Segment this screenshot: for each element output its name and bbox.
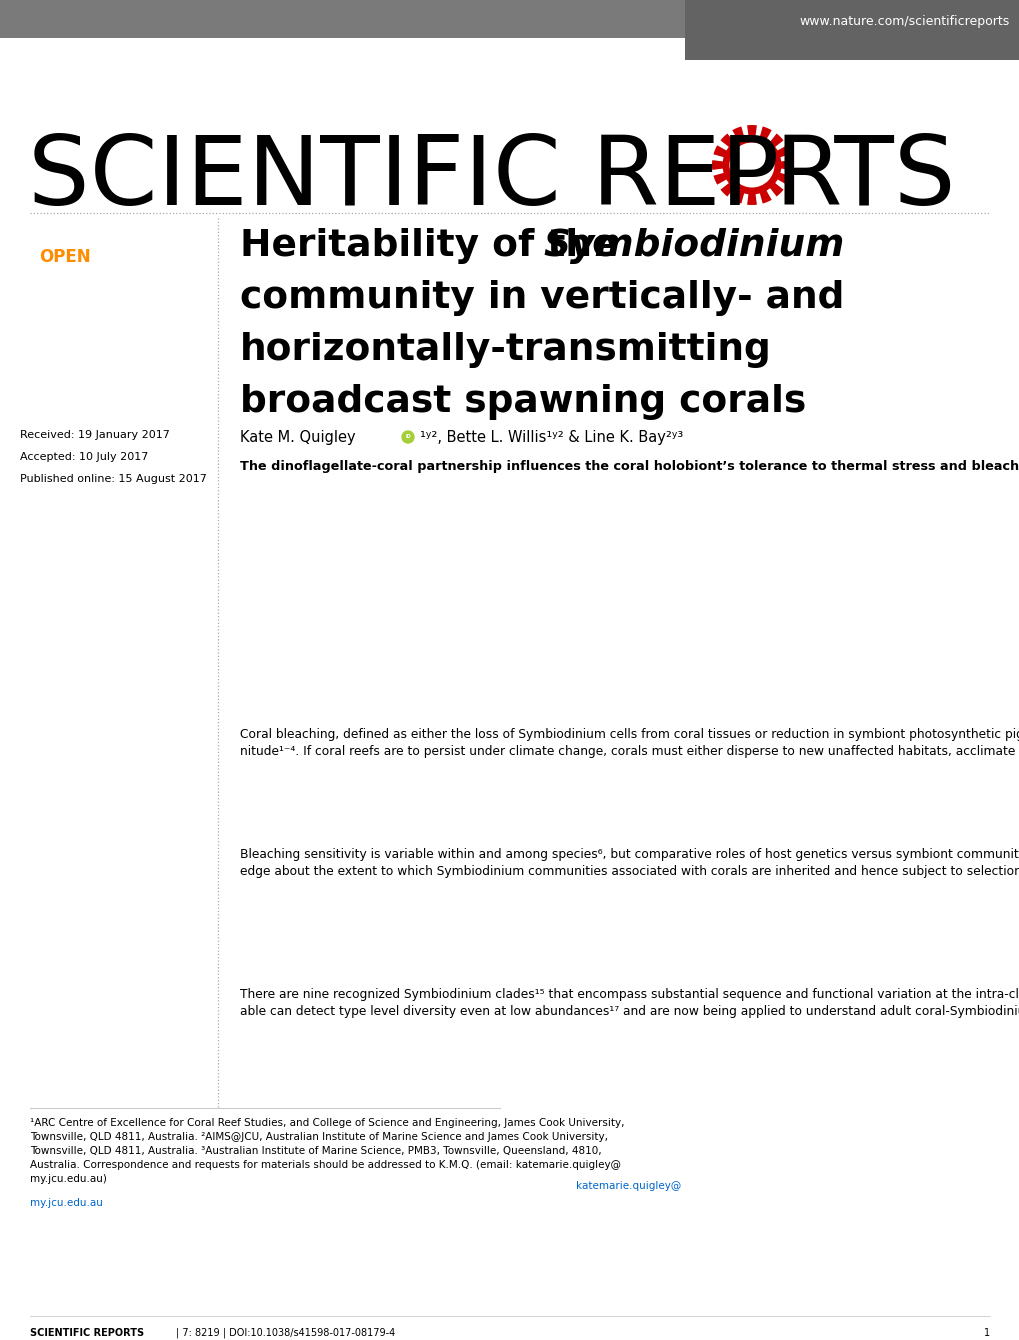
- Wedge shape: [712, 172, 730, 185]
- Text: Bleaching sensitivity is variable within and among species⁶, but comparative rol: Bleaching sensitivity is variable within…: [239, 848, 1019, 878]
- Wedge shape: [766, 134, 783, 150]
- Text: Kate M. Quigley: Kate M. Quigley: [239, 430, 356, 445]
- Bar: [685, 0, 1019, 60]
- Text: ¹ARC Centre of Excellence for Coral Reef Studies, and College of Science and Eng: ¹ARC Centre of Excellence for Coral Reef…: [30, 1118, 624, 1185]
- Text: horizontally-transmitting: horizontally-transmitting: [239, 332, 771, 368]
- Text: Received: 19 January 2017: Received: 19 January 2017: [20, 430, 170, 440]
- Wedge shape: [719, 181, 736, 197]
- Text: broadcast spawning corals: broadcast spawning corals: [239, 385, 805, 419]
- Bar: [0, 0, 1019, 38]
- Wedge shape: [732, 186, 745, 204]
- Wedge shape: [746, 125, 756, 141]
- Text: | 7: 8219 | DOI:10.1038/s41598-017-08179-4: | 7: 8219 | DOI:10.1038/s41598-017-08179…: [176, 1328, 395, 1339]
- Text: OPEN: OPEN: [39, 248, 91, 267]
- Wedge shape: [732, 126, 745, 143]
- Text: www.nature.com/scientificreports: www.nature.com/scientificreports: [799, 16, 1009, 28]
- Text: The dinoflagellate-coral partnership influences the coral holobiont’s tolerance : The dinoflagellate-coral partnership inf…: [239, 460, 1019, 473]
- Wedge shape: [719, 134, 736, 150]
- Text: katemarie.quigley@: katemarie.quigley@: [576, 1181, 681, 1191]
- Wedge shape: [711, 159, 727, 170]
- Wedge shape: [712, 145, 730, 158]
- Wedge shape: [746, 190, 756, 205]
- Wedge shape: [773, 172, 790, 185]
- Text: Coral bleaching, defined as either the loss of Symbiodinium cells from coral tis: Coral bleaching, defined as either the l…: [239, 728, 1019, 758]
- Text: SCIENTIFIC REP: SCIENTIFIC REP: [28, 131, 779, 225]
- Text: Published online: 15 August 2017: Published online: 15 August 2017: [20, 474, 207, 484]
- Text: ¹ʸ², Bette L. Willis¹ʸ² & Line K. Bay²ʸ³: ¹ʸ², Bette L. Willis¹ʸ² & Line K. Bay²ʸ³: [420, 430, 683, 445]
- Text: Symbiodinium: Symbiodinium: [542, 228, 844, 264]
- Text: my.jcu.edu.au: my.jcu.edu.au: [30, 1198, 103, 1207]
- Text: There are nine recognized Symbiodinium clades¹⁵ that encompass substantial seque: There are nine recognized Symbiodinium c…: [239, 988, 1019, 1018]
- Text: Accepted: 10 July 2017: Accepted: 10 July 2017: [20, 452, 148, 462]
- Text: iD: iD: [405, 434, 411, 440]
- Text: RTS: RTS: [774, 131, 956, 225]
- Text: SCIENTIFIC REPORTS: SCIENTIFIC REPORTS: [30, 1328, 144, 1339]
- Circle shape: [733, 146, 770, 184]
- Circle shape: [401, 431, 414, 444]
- Wedge shape: [758, 186, 771, 204]
- Text: community in vertically- and: community in vertically- and: [239, 280, 844, 316]
- Wedge shape: [773, 145, 790, 158]
- Wedge shape: [758, 126, 771, 143]
- Text: Heritability of the: Heritability of the: [239, 228, 630, 264]
- Wedge shape: [766, 181, 783, 197]
- Text: 1: 1: [983, 1328, 989, 1339]
- Wedge shape: [776, 159, 791, 170]
